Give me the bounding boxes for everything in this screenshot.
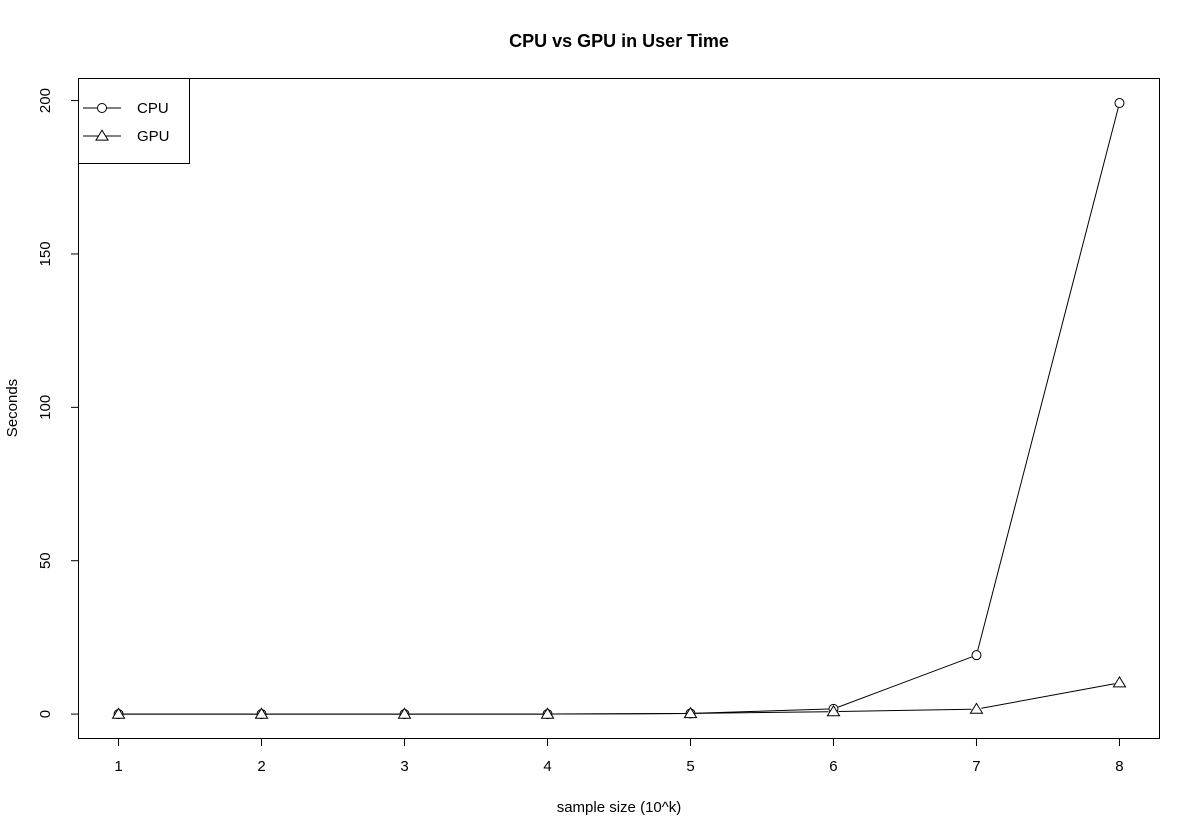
y-tick-label: 0	[37, 710, 54, 718]
series-gpu-point	[254, 707, 269, 719]
y-tick-label: 200	[37, 88, 54, 113]
series-gpu-point	[540, 707, 555, 719]
series-gpu-segment	[695, 711, 829, 714]
series-gpu-point	[826, 704, 841, 717]
series-cpu-segment	[695, 708, 829, 714]
x-axis-label: sample size (10^k)	[557, 799, 682, 816]
legend-marker-circle	[97, 103, 107, 113]
x-tick-label: 8	[1115, 758, 1123, 775]
series-gpu-point	[683, 706, 698, 719]
legend-box	[78, 78, 190, 164]
x-tick-label: 1	[114, 758, 122, 775]
series-cpu-point	[1114, 98, 1125, 109]
legend-label: GPU	[137, 128, 170, 145]
y-tick-label: 150	[37, 241, 54, 266]
plot-frame	[78, 78, 1160, 739]
x-tick-label: 4	[543, 758, 551, 775]
series-gpu-point	[1112, 676, 1127, 688]
x-tick-label: 2	[257, 758, 265, 775]
series-gpu-segment	[552, 712, 686, 715]
chart-title: CPU vs GPU in User Time	[509, 31, 729, 51]
series-cpu-segment	[837, 656, 972, 708]
legend-item-gpu: GPU	[83, 128, 170, 145]
y-tick-label: 100	[37, 395, 54, 420]
series-cpu	[113, 98, 1125, 720]
x-tick-label: 6	[829, 758, 837, 775]
series-gpu-segment	[981, 683, 1115, 709]
legend: CPU GPU	[78, 78, 190, 164]
y-tick-label: 50	[37, 552, 54, 569]
x-tick-label: 7	[972, 758, 980, 775]
x-tick-label: 5	[686, 758, 694, 775]
series-gpu	[111, 676, 1127, 719]
series-cpu-segment	[977, 107, 1119, 651]
series-cpu-point	[971, 650, 982, 661]
series-gpu-segment	[838, 708, 972, 713]
series-gpu-point	[969, 702, 984, 714]
x-axis: 1 2 3 4 5 6 7 8	[114, 738, 1124, 775]
x-tick-label: 3	[400, 758, 408, 775]
legend-label: CPU	[137, 100, 169, 117]
series-layer	[111, 98, 1127, 720]
y-axis: 0 50 100 150 200	[37, 88, 79, 718]
legend-marker-triangle	[95, 129, 109, 141]
series-gpu-point	[397, 707, 412, 719]
series-gpu-point	[111, 707, 126, 719]
y-axis-label: Seconds	[4, 379, 21, 437]
legend-item-cpu: CPU	[83, 100, 169, 117]
